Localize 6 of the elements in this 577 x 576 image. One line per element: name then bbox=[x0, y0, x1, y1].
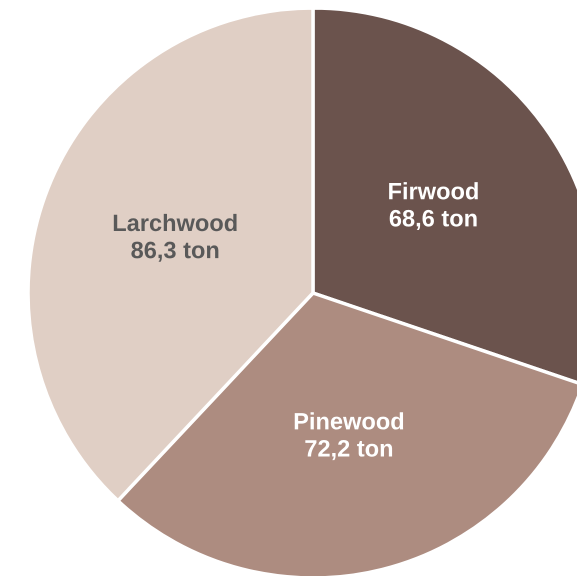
data-label: 86,3 ton bbox=[131, 242, 218, 262]
slice-label: Pinewood bbox=[294, 412, 404, 430]
data-label: 68,6 ton bbox=[390, 210, 477, 230]
slice-label: Larchwood bbox=[114, 214, 237, 232]
data-label: 72,2 ton bbox=[305, 440, 392, 460]
slice-label: Firwood bbox=[389, 182, 478, 200]
